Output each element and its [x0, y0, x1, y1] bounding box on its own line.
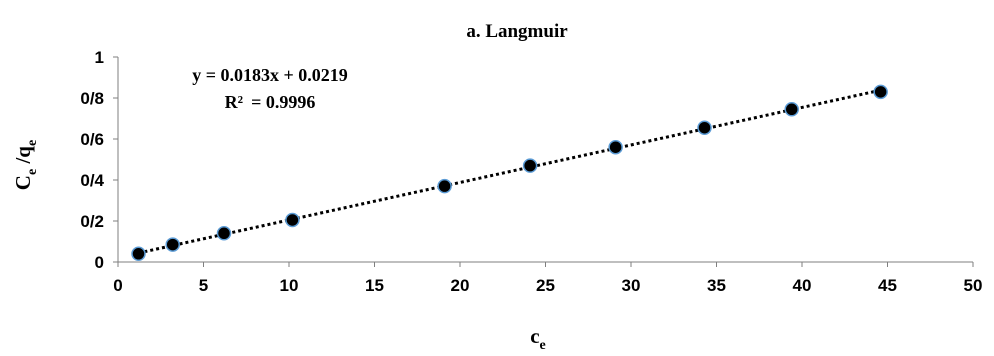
y-tick-label: 0/4: [80, 171, 104, 190]
y-tick-label: 0/8: [80, 89, 104, 108]
chart-title: a. Langmuir: [466, 21, 568, 42]
x-tick-label: 45: [878, 276, 897, 295]
y-axis-label-sub-2: e: [25, 140, 40, 146]
x-tick-label: 10: [280, 276, 299, 295]
y-axis-label-sub-1: e: [25, 169, 40, 175]
data-point: [784, 102, 799, 117]
r-squared-label: R²: [225, 92, 243, 112]
data-point: [216, 226, 232, 241]
y-tick-labels: 0 0/2 0/4 0/6 0/8 1: [80, 48, 104, 272]
y-axis-label-main-1: C: [11, 175, 35, 190]
x-tick-label: 0: [113, 276, 122, 295]
y-tick-label: 0/2: [80, 212, 104, 231]
x-tick-label: 40: [793, 276, 812, 295]
regression-equation: y = 0.0183x + 0.0219: [192, 65, 348, 85]
r-squared-value: = 0.9996: [251, 92, 315, 112]
x-tick-label: 25: [536, 276, 555, 295]
trendline-group: [138, 88, 881, 255]
data-point: [608, 139, 623, 155]
data-point: [285, 212, 300, 228]
svg-text:Ce /qe: Ce /qe: [11, 140, 40, 190]
y-axis-label: Ce /qe: [11, 140, 40, 190]
data-point: [873, 84, 888, 100]
y-tick-label: 0: [95, 253, 104, 272]
x-tick-label: 5: [199, 276, 208, 295]
data-point: [697, 120, 712, 135]
y-tick-label: 1: [95, 48, 104, 67]
x-tick-label: 35: [707, 276, 726, 295]
x-tick-label: 20: [451, 276, 470, 295]
r-squared-annotation: R² = 0.9996: [225, 92, 316, 112]
y-axis-label-separator: /q: [11, 146, 35, 169]
svg-text:ce: ce: [530, 324, 546, 353]
y-tick-label: 0/6: [80, 130, 104, 149]
data-points: [131, 84, 888, 262]
data-point: [131, 246, 146, 262]
data-point: [522, 158, 538, 173]
x-axis-label-main: c: [530, 324, 539, 348]
data-point: [437, 178, 452, 194]
x-axis-label-sub: e: [540, 338, 546, 353]
x-tick-labels: 0 5 10 15 20 25 30 35 40 45 50: [113, 276, 982, 295]
axes: [113, 56, 974, 267]
x-tick-label: 50: [964, 276, 983, 295]
x-tick-label: 30: [622, 276, 641, 295]
x-axis-label: ce: [530, 324, 546, 353]
x-tick-label: 15: [365, 276, 384, 295]
data-point: [165, 237, 180, 252]
trendline: [138, 88, 881, 255]
